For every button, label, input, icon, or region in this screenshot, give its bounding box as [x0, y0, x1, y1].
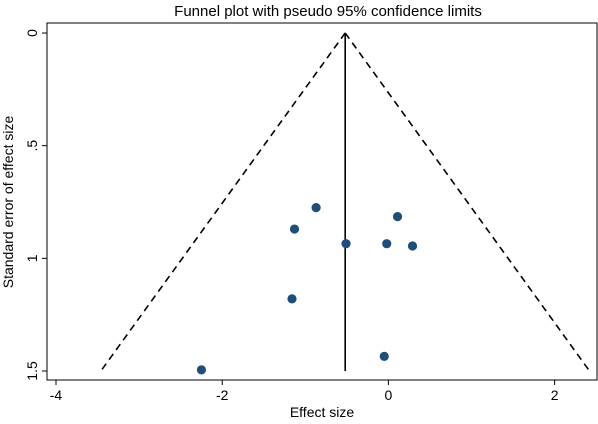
data-point — [379, 351, 389, 361]
data-point — [196, 365, 207, 375]
data-point — [311, 203, 321, 213]
x-tick-label: -2 — [216, 387, 229, 403]
y-tick-label: .5 — [24, 140, 40, 152]
y-axis: 0 .5 1 1.5 — [24, 29, 47, 381]
y-tick-label: 1 — [24, 254, 40, 262]
y-tick-label: 0 — [24, 29, 40, 37]
x-tick-label: -4 — [50, 387, 63, 403]
lower-confidence-limit — [100, 32, 346, 372]
upper-confidence-limit — [344, 32, 591, 372]
data-point — [392, 212, 403, 222]
funnel-lines — [100, 32, 591, 372]
data-point — [341, 239, 351, 249]
x-axis: -4 -2 0 2 — [50, 380, 559, 403]
data-point — [407, 241, 418, 251]
y-tick-label: 1.5 — [24, 361, 40, 381]
x-tick-label: 0 — [385, 387, 393, 403]
data-point — [382, 239, 392, 249]
y-axis-label: Standard error of effect size — [0, 116, 16, 289]
data-point — [287, 294, 297, 304]
plot-frame — [46, 22, 598, 381]
x-axis-label: Effect size — [290, 404, 355, 420]
chart-title: Funnel plot with pseudo 95% confidence l… — [174, 3, 482, 20]
data-points — [196, 203, 418, 375]
x-tick-label: 2 — [551, 387, 559, 403]
data-point — [289, 224, 300, 234]
